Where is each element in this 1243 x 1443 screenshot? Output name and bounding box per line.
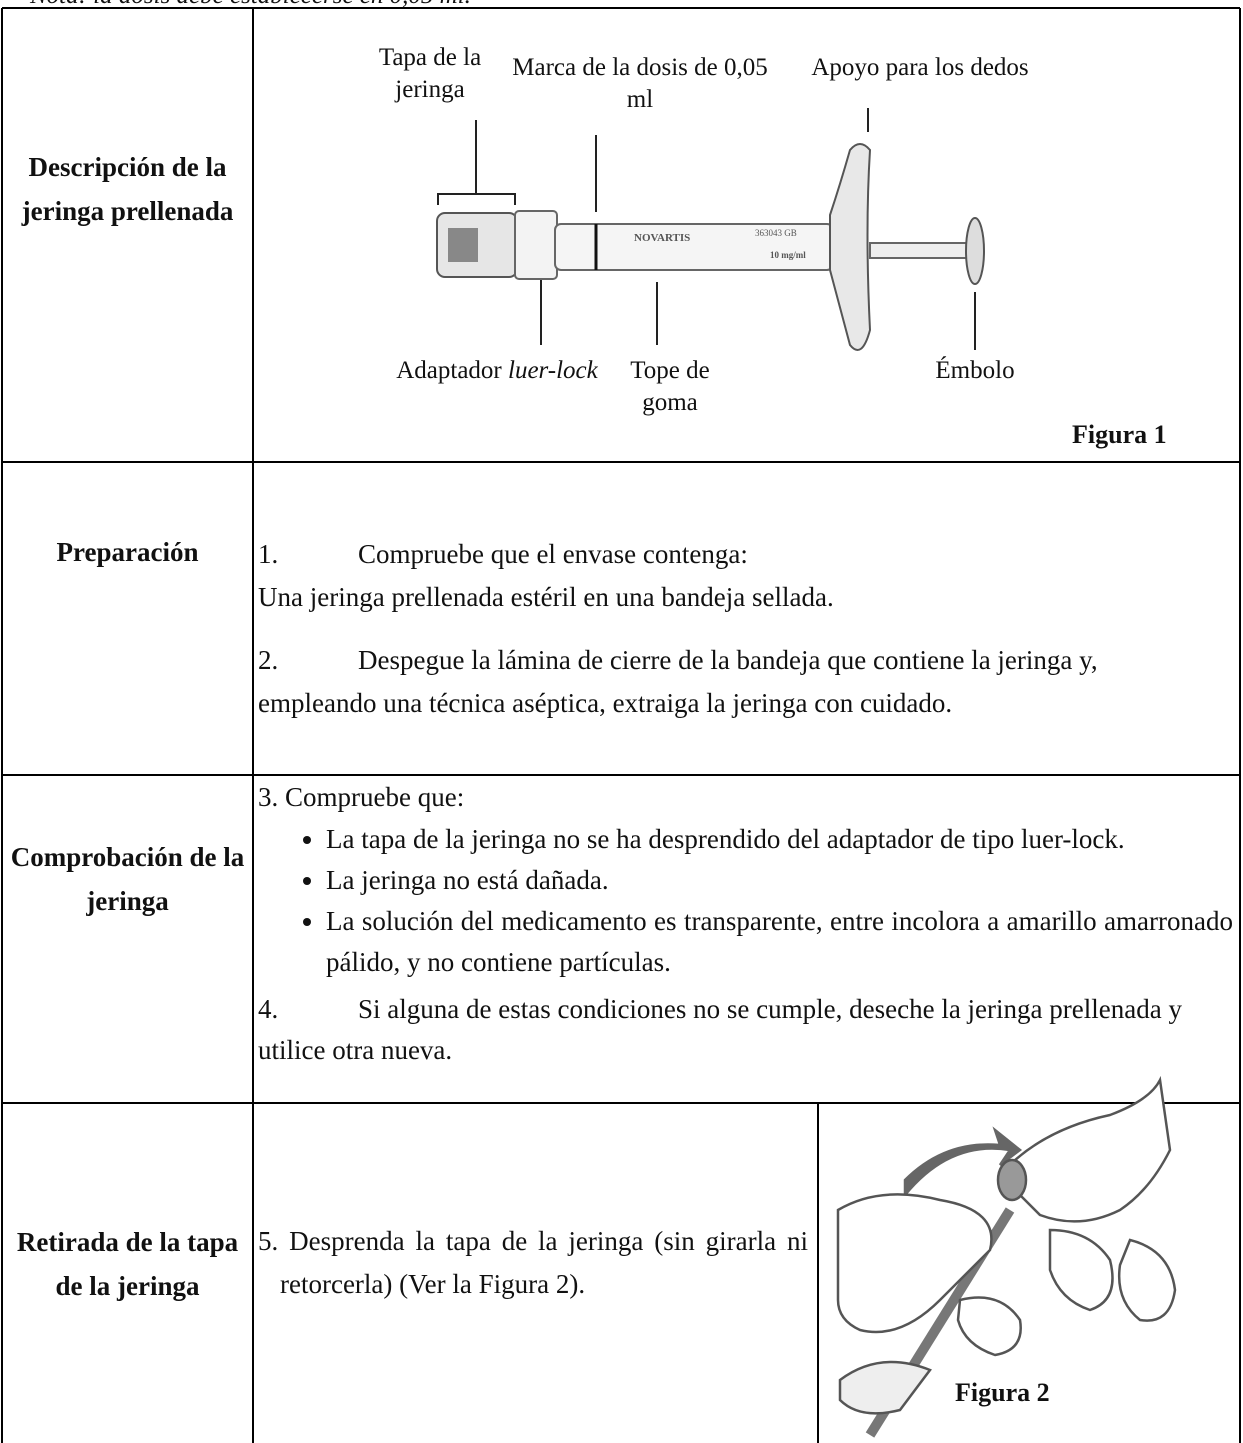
bullet-list: La tapa de la jeringa no se ha desprendi…: [258, 819, 1233, 983]
syringe-figure: [436, 108, 985, 351]
step-number: 1.: [258, 539, 279, 569]
bullet: La solución del medicamento es transpare…: [326, 901, 1233, 983]
step-number: 4.: [258, 994, 279, 1024]
check-list: 3. Compruebe que: La tapa de la jeringa …: [258, 776, 1233, 1071]
syringe-print: 363043 GB: [755, 228, 797, 238]
steps: 1. Compruebe que el envase contenga: Una …: [258, 533, 1208, 725]
cap-removal-figure: [836, 1075, 1177, 1438]
step-detail: Una jeringa prellenada estéril en una ba…: [258, 582, 834, 612]
step: 2. Despegue la lámina de cierre de la ban…: [258, 639, 1208, 725]
syringe-print: 10 mg/ml: [770, 250, 806, 260]
note: Nota: la dosis debe establecerse en 0,05…: [30, 0, 471, 10]
figure-label: Adaptador luer-lock: [392, 355, 602, 387]
figure-caption: Figura 2: [955, 1378, 1050, 1407]
intro: 3. Compruebe que:: [258, 782, 465, 812]
row-heading: Retirada de la tapa de la jeringa: [16, 1227, 239, 1301]
step-text: Compruebe que el envase contenga:: [358, 539, 748, 569]
figure-label: Marca de la dosis de 0,05 ml: [512, 54, 768, 113]
row-heading: Preparación: [56, 537, 199, 567]
step: 4. Si alguna de estas condiciones no se c…: [258, 989, 1233, 1071]
bullet: La jeringa no está dañada.: [326, 860, 1233, 901]
step-number: 2.: [258, 645, 279, 675]
row-heading: Descripción de la jeringa prellenada: [21, 152, 234, 226]
step-text: Si alguna de estas condiciones no se cum…: [258, 994, 1182, 1065]
step-text: Despegue la lámina de cierre de la bande…: [258, 645, 1098, 718]
figure-label: Tope de goma: [630, 357, 710, 416]
figure-label-italic: luer-lock: [508, 357, 598, 384]
bullet: La tapa de la jeringa no se ha desprendi…: [326, 819, 1233, 860]
step-text: 5. Desprenda la tapa de la jeringa (sin …: [258, 1226, 808, 1299]
syringe-print: NOVARTIS: [634, 232, 691, 244]
figure-label: Émbolo: [935, 357, 1015, 384]
row-heading: Comprobación de la jeringa: [10, 842, 245, 916]
figure-label: Apoyo para los dedos: [811, 54, 1029, 81]
step: 1. Compruebe que el envase contenga:: [258, 533, 1208, 576]
figure-label-text: Adaptador: [396, 357, 509, 384]
figure-caption: Figura 1: [1072, 420, 1167, 449]
figure-label: Tapa de la jeringa: [378, 44, 482, 103]
